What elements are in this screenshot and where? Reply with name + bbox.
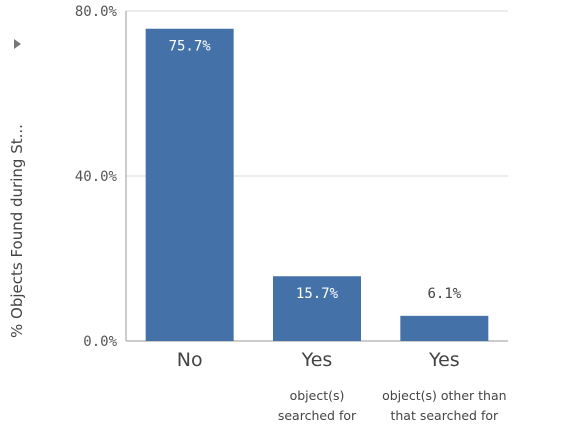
y-tick-label: 0.0%	[83, 334, 117, 350]
x-category-label: Yes	[301, 349, 333, 371]
y-tick-label: 80.0%	[75, 4, 118, 20]
collapse-arrow-icon[interactable]	[14, 39, 21, 49]
x-category-sublabel: object(s)	[290, 388, 345, 403]
data-label: 75.7%	[169, 39, 212, 55]
x-category-label: No	[177, 349, 203, 371]
bar[interactable]	[145, 28, 234, 342]
y-tick-label: 40.0%	[75, 169, 118, 185]
x-category-sublabel: searched for	[278, 408, 357, 423]
x-category-sublabel: that searched for	[390, 408, 499, 423]
x-category-label: Yes	[428, 349, 460, 371]
data-label: 15.7%	[296, 286, 339, 302]
bar[interactable]	[273, 276, 361, 341]
bar[interactable]	[400, 315, 489, 341]
x-category-sublabel: object(s) other than	[382, 388, 506, 403]
data-label: 6.1%	[427, 286, 461, 302]
y-axis-label: % Objects Found during St...	[8, 124, 26, 338]
